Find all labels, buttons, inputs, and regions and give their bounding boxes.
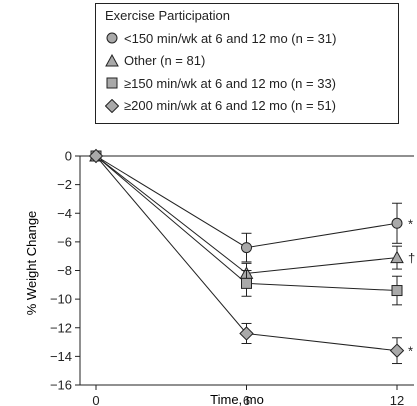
- significance-annotation: †: [408, 251, 415, 266]
- x-axis-label: Time, mo: [210, 392, 264, 406]
- legend-item: Other (n = 81): [105, 52, 205, 70]
- legend: Exercise Participation <150 min/wk at 6 …: [95, 3, 399, 124]
- y-tick-label: −12: [50, 320, 72, 335]
- legend-marker-square-icon: [106, 77, 118, 89]
- x-tick-label: 6: [243, 393, 250, 406]
- y-tick-label: 0: [65, 149, 72, 164]
- data-point: [241, 277, 252, 289]
- data-point: [239, 326, 254, 341]
- y-tick-label: −2: [57, 177, 72, 192]
- y-axis-label: % Weight Change: [24, 211, 39, 316]
- legend-label: ≥200 min/wk at 6 and 12 mo (n = 51): [124, 98, 336, 113]
- series-triangle: †: [89, 148, 415, 284]
- x-tick-label: 12: [390, 393, 404, 406]
- series-diamond: *: [88, 148, 413, 365]
- legend-marker-circle-icon: [106, 32, 118, 44]
- x-tick-label: 0: [92, 393, 99, 406]
- y-tick-label: −6: [57, 234, 72, 249]
- significance-annotation: *: [408, 344, 413, 359]
- series-square: [90, 150, 403, 306]
- data-point: [88, 148, 104, 164]
- data-point: [391, 285, 403, 297]
- legend-label: <150 min/wk at 6 and 12 mo (n = 31): [124, 30, 337, 46]
- y-tick-label: −14: [50, 349, 72, 364]
- legend-marker-diamond-icon: [105, 98, 119, 113]
- legend-title: Exercise Participation: [105, 8, 230, 23]
- data-point: [391, 217, 403, 229]
- legend-item: <150 min/wk at 6 and 12 mo (n = 31): [105, 29, 336, 47]
- data-point: [390, 250, 404, 264]
- legend-marker-triangle-icon: [105, 53, 119, 66]
- legend-label: ≥150 min/wk at 6 and 12 mo (n = 33): [124, 75, 336, 91]
- legend-item: ≥150 min/wk at 6 and 12 mo (n = 33): [105, 74, 336, 92]
- y-tick-label: −4: [57, 206, 72, 221]
- significance-annotation: *: [408, 216, 413, 231]
- chart-axes: 0 −2 −4 −6 −8 −10 −12 −14 −16 0 6 12: [50, 149, 414, 406]
- legend-item: ≥200 min/wk at 6 and 12 mo (n = 51): [105, 97, 336, 115]
- chart-series: * † *: [88, 148, 415, 365]
- legend-label: Other (n = 81): [124, 53, 206, 68]
- data-point: [241, 242, 252, 254]
- data-point: [389, 343, 405, 358]
- y-tick-label: −8: [57, 263, 72, 278]
- y-tick-label: −16: [50, 378, 72, 393]
- y-tick-label: −10: [50, 292, 72, 307]
